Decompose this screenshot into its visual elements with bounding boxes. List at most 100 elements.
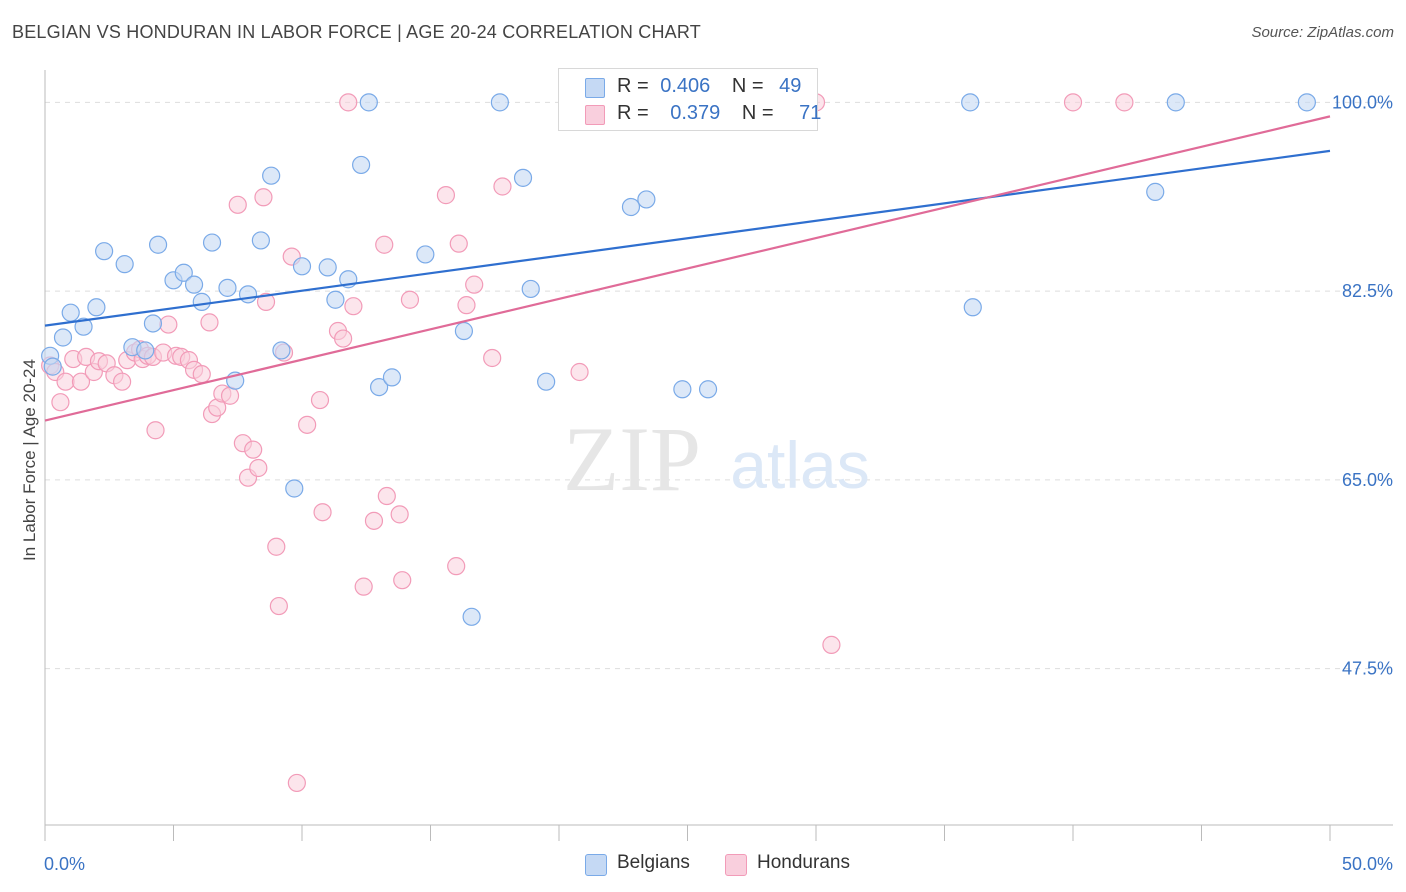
x-tick-label: 0.0% (44, 854, 85, 874)
series-legend: Belgians Hondurans (0, 852, 1406, 878)
honduran-point (249, 458, 268, 478)
belgian-point (318, 258, 337, 277)
belgian-point (136, 341, 155, 360)
honduran-point (375, 235, 394, 254)
hondurans-legend-label: Hondurans (757, 852, 850, 873)
legend-r-label: R = (617, 102, 649, 124)
honduran-point (400, 290, 420, 309)
grid (45, 101, 1393, 670)
legend-n-value-belgians: 49 (779, 75, 802, 97)
honduran-point (393, 571, 412, 590)
belgian-point (61, 303, 80, 322)
belgian-point (326, 290, 345, 309)
honduran-point (269, 596, 288, 616)
y-tick-label: 100.0% (1332, 92, 1393, 112)
honduran-point (1063, 93, 1083, 112)
legend-n-label: N = (741, 102, 774, 124)
honduran-point (436, 186, 456, 205)
belgian-point (192, 292, 211, 311)
axes (44, 70, 1393, 841)
watermark: ZIP atlas (563, 408, 870, 510)
belgian-point (95, 242, 114, 261)
y-tick-label: 82.5% (1342, 281, 1393, 301)
legend-n-label: N = (731, 75, 764, 97)
honduran-point (310, 390, 330, 410)
belgian-point (53, 328, 73, 347)
honduran-point (334, 329, 353, 348)
belgian-point (202, 233, 222, 252)
belgians-swatch (585, 78, 605, 98)
honduran-point (313, 503, 332, 522)
honduran-point (267, 537, 286, 556)
belgian-point (143, 314, 163, 333)
belgian-point (238, 285, 258, 304)
belgian-point (115, 255, 134, 274)
legend-r-value-belgians: 0.406 (660, 75, 711, 97)
honduran-point (364, 511, 384, 530)
belgian-point (1166, 93, 1185, 112)
honduran-point (192, 365, 211, 384)
belgian-point (382, 368, 402, 387)
belgian-point (513, 168, 533, 187)
legend-n-value-hondurans: 71 (799, 102, 822, 124)
y-tick-label: 47.5% (1342, 659, 1393, 679)
belgian-point (272, 341, 291, 360)
honduran-point (390, 505, 409, 524)
belgian-point (74, 317, 93, 336)
belgian-point (251, 231, 270, 250)
belgian-point (1297, 93, 1316, 112)
honduran-point (146, 421, 165, 440)
honduran-point (570, 362, 589, 382)
honduran-point (483, 348, 502, 368)
honduran-point (51, 393, 70, 412)
honduran-point (822, 635, 841, 654)
belgian-point (963, 298, 982, 317)
honduran-point (298, 415, 317, 434)
watermark-zip: ZIP (563, 408, 701, 510)
honduran-point (1115, 93, 1134, 112)
legend-r-value-hondurans: 0.379 (670, 102, 721, 124)
belgian-point (292, 257, 312, 276)
belgian-point (43, 357, 62, 376)
honduran-point (200, 313, 219, 332)
tick-labels: 100.0% 82.5% 65.0% 47.5% 0.0% 50.0% (44, 92, 1393, 874)
belgian-point (262, 166, 281, 185)
trend-lines (44, 115, 1331, 422)
honduran-point (228, 195, 247, 214)
belgian-point (352, 155, 371, 175)
honduran-point (465, 275, 484, 294)
honduran-point (449, 234, 468, 253)
honduran-point (220, 386, 240, 405)
belgian-point (184, 275, 204, 294)
belgians-legend-label: Belgians (617, 852, 690, 873)
belgian-point (87, 298, 106, 317)
belgian-point (961, 93, 980, 112)
belgian-trend-line (44, 149, 1331, 327)
belgian-point (359, 93, 378, 112)
belgian-point (416, 245, 435, 264)
stats-legend: R = 0.406 N = 49 R = 0.379 N = 71 (558, 68, 822, 131)
source-label: Source: ZipAtlas.com (1251, 24, 1394, 41)
belgian-points (41, 93, 1316, 626)
honduran-point (71, 372, 91, 391)
honduran-point (377, 486, 396, 506)
honduran-point (493, 177, 512, 196)
belgian-point (462, 607, 481, 626)
belgians-legend-swatch (585, 854, 607, 876)
x-tick-label: 50.0% (1342, 854, 1393, 874)
y-tick-label: 65.0% (1342, 470, 1393, 490)
belgian-point (370, 378, 389, 397)
belgian-point (621, 197, 641, 217)
honduran-point (287, 773, 306, 793)
honduran-point (256, 292, 276, 311)
belgian-point (490, 93, 509, 112)
belgian-point (148, 235, 168, 254)
belgian-point (285, 479, 304, 498)
belgian-point (174, 263, 193, 282)
hondurans-legend-swatch (725, 854, 747, 876)
honduran-point (344, 297, 363, 316)
honduran-point (244, 440, 263, 459)
belgian-point (537, 372, 556, 391)
honduran-point (447, 557, 466, 576)
